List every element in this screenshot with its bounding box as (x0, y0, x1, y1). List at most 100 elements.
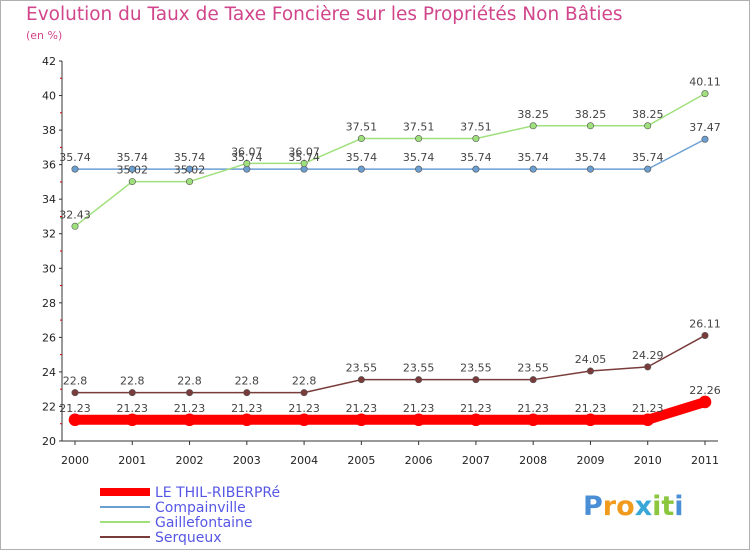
data-label: 38.25 (575, 108, 607, 121)
logo-letter: i (674, 491, 683, 522)
data-point (357, 376, 365, 384)
data-label: 32.43 (59, 208, 91, 221)
series-lines (70, 92, 710, 425)
y-tick-label: 30 (42, 262, 56, 275)
data-label: 40.11 (689, 76, 721, 89)
y-tick-label: 36 (42, 159, 56, 172)
x-tick-label: 2003 (233, 454, 261, 467)
data-point (644, 122, 652, 130)
x-tick-label: 2006 (405, 454, 433, 467)
data-label: 35.74 (117, 151, 149, 164)
data-point (128, 389, 136, 397)
data-label: 21.23 (632, 402, 664, 415)
data-point (472, 376, 480, 384)
data-point (128, 165, 136, 173)
data-point (529, 376, 537, 384)
data-point (240, 413, 254, 427)
logo-letter: x (635, 491, 652, 522)
data-point (641, 413, 655, 427)
data-label: 36.07 (288, 145, 320, 158)
data-point (300, 159, 308, 167)
data-point (186, 165, 194, 173)
data-label: 22.8 (177, 375, 202, 388)
data-point (357, 165, 365, 173)
data-label: 35.74 (460, 151, 492, 164)
data-point (186, 178, 194, 186)
x-tick-label: 2002 (176, 454, 204, 467)
data-point (243, 159, 251, 167)
data-label: 24.29 (632, 349, 664, 362)
proxiti-logo: Proxiti (583, 491, 684, 522)
legend-label: LE THIL-RIBERPRé (155, 485, 280, 501)
data-label: 35.74 (632, 151, 664, 164)
legend: LE THIL-RIBERPRéCompainvilleGaillefontai… (100, 485, 280, 546)
data-point (586, 367, 594, 375)
axes: 20 22 24 26 28 30 32 34 36 38 40 42 2000 2001 2002 2003… (42, 55, 719, 467)
logo-letter: r (603, 491, 617, 522)
data-label: 21.23 (288, 402, 320, 415)
data-point (300, 389, 308, 397)
y-tick-label: 22 (42, 400, 56, 413)
series-line-1 (74, 138, 706, 170)
data-point (644, 165, 652, 173)
data-point (71, 222, 79, 230)
logo-letter: i (652, 491, 661, 522)
data-label: 26.11 (689, 317, 721, 330)
data-point (355, 413, 368, 427)
y-tick-label: 42 (42, 55, 56, 68)
x-tick-label: 2007 (462, 454, 490, 467)
data-point (644, 363, 652, 371)
data-label: 35.74 (517, 151, 549, 164)
data-point (698, 395, 712, 409)
x-tick-label: 2009 (576, 454, 604, 467)
data-point (469, 413, 483, 427)
data-label: 35.02 (174, 164, 206, 177)
x-tick-label: 2005 (347, 454, 375, 467)
data-label: 37.51 (403, 121, 435, 134)
data-label: 35.02 (117, 164, 149, 177)
y-tick-label: 38 (42, 124, 56, 137)
data-point (183, 413, 196, 427)
data-point (586, 165, 594, 173)
x-tick-label: 2008 (519, 454, 547, 467)
data-label: 21.23 (346, 402, 378, 415)
data-label: 35.74 (59, 151, 91, 164)
data-point (701, 331, 709, 339)
data-point (529, 165, 537, 173)
data-label: 35.74 (575, 151, 607, 164)
data-point (701, 135, 709, 143)
data-label: 21.23 (517, 402, 549, 415)
data-label: 22.8 (292, 375, 317, 388)
chart-title: Evolution du Taux de Taxe Foncière sur l… (26, 4, 623, 25)
legend-label: Serqueux (155, 530, 222, 546)
data-label: 22.8 (63, 375, 88, 388)
x-tick-label: 2011 (691, 454, 719, 467)
data-label: 37.47 (689, 121, 721, 134)
data-label: 37.51 (346, 121, 378, 134)
y-tick-label: 24 (42, 366, 56, 379)
data-label: 35.74 (231, 151, 263, 164)
y-tick-label: 34 (42, 193, 56, 206)
data-label: 35.74 (403, 151, 435, 164)
data-label: 23.55 (346, 362, 378, 375)
y-tick-label: 26 (42, 331, 56, 344)
data-label: 21.23 (403, 402, 435, 415)
data-label: 21.23 (575, 402, 607, 415)
series-line-2 (74, 92, 706, 228)
y-tick-label: 20 (42, 435, 56, 448)
data-point (526, 413, 540, 427)
data-labels: 35.74 35.74 35.74 35.74 35.74 35.74 35.74 35.74… (59, 76, 721, 415)
series-line-3 (74, 334, 706, 394)
data-label: 21.23 (117, 402, 149, 415)
legend-label: Compainville (155, 500, 246, 516)
data-point (701, 90, 709, 98)
data-point (186, 389, 194, 397)
data-point (415, 376, 423, 384)
x-tick-label: 2001 (118, 454, 146, 467)
data-point (71, 165, 79, 173)
chart-unit: (en %) (26, 29, 63, 42)
data-point (584, 413, 597, 427)
logo-letter: P (583, 491, 603, 522)
